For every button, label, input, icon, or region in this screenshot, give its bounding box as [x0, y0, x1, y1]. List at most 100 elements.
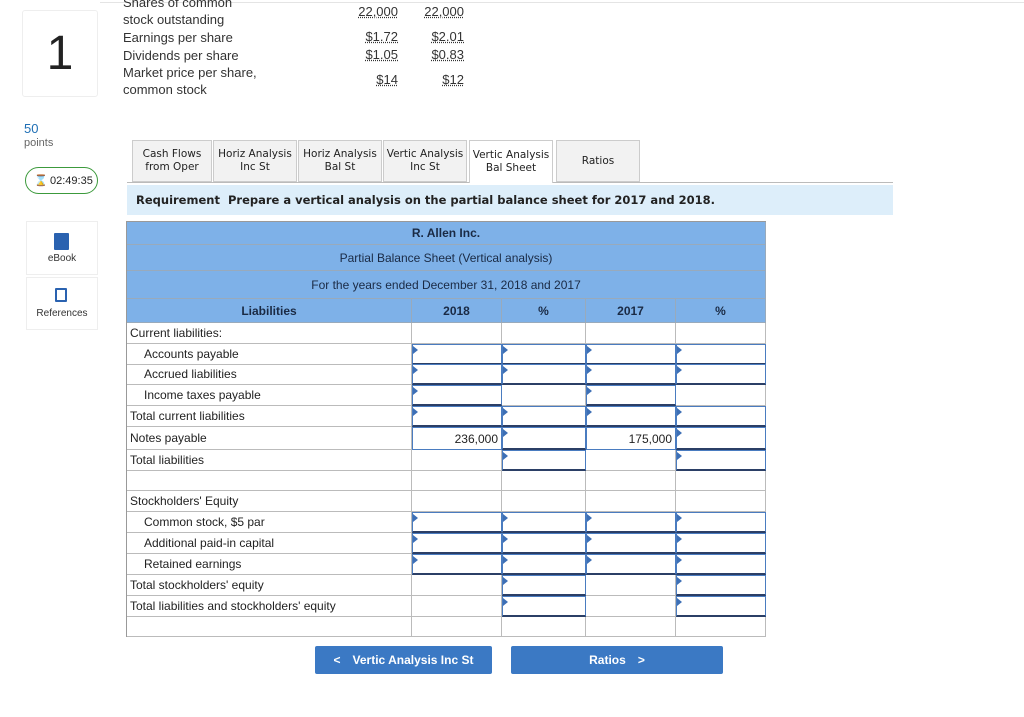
row-label: Accrued liabilities: [127, 364, 412, 385]
column-header: 2018: [412, 299, 502, 323]
balance-sheet-table: R. Allen Inc. Partial Balance Sheet (Vert…: [126, 221, 766, 637]
row-label: Total current liabilities: [127, 406, 412, 427]
input-cell[interactable]: [676, 596, 766, 617]
blank-cell: [502, 471, 586, 491]
top-rule: [100, 2, 1024, 3]
input-cell[interactable]: [676, 512, 766, 533]
input-cell[interactable]: [676, 450, 766, 471]
row-label: Income taxes payable: [127, 385, 412, 406]
ebook-box[interactable]: eBook: [26, 221, 98, 275]
cell: [586, 323, 676, 344]
input-marker: [503, 408, 508, 416]
input-cell[interactable]: [676, 344, 766, 365]
input-marker: [413, 535, 418, 543]
cell: [502, 385, 586, 406]
prev-button[interactable]: < Vertic Analysis Inc St: [315, 646, 492, 674]
given-value: 22,000: [424, 4, 464, 19]
input-cell[interactable]: [676, 554, 766, 575]
input-marker: [677, 577, 682, 585]
input-cell[interactable]: [412, 385, 502, 406]
tab[interactable]: Cash Flows from Oper: [132, 140, 212, 182]
input-cell[interactable]: [412, 406, 502, 427]
given-value: $1.05: [365, 47, 398, 62]
cell: [676, 491, 766, 512]
input-cell[interactable]: [502, 575, 586, 596]
input-cell[interactable]: [502, 427, 586, 450]
timer-icon: ⌛: [34, 175, 48, 187]
input-marker: [677, 598, 682, 606]
input-cell[interactable]: [586, 364, 676, 385]
ebook-icon: [54, 233, 69, 250]
prev-arrow: <: [333, 653, 341, 667]
input-marker: [587, 346, 592, 354]
input-cell[interactable]: [586, 344, 676, 365]
input-cell[interactable]: [502, 364, 586, 385]
tab[interactable]: Ratios: [556, 140, 640, 182]
given-value: $12: [442, 72, 464, 87]
input-cell[interactable]: [502, 344, 586, 365]
input-cell[interactable]: [502, 533, 586, 554]
input-cell[interactable]: [412, 533, 502, 554]
input-marker: [413, 408, 418, 416]
blank-cell: [586, 471, 676, 491]
input-cell[interactable]: [676, 364, 766, 385]
input-marker: [503, 598, 508, 606]
input-marker: [587, 408, 592, 416]
input-marker: [677, 452, 682, 460]
input-cell[interactable]: [502, 596, 586, 617]
input-cell[interactable]: [502, 406, 586, 427]
input-cell[interactable]: [586, 385, 676, 406]
timer[interactable]: 02:49:35: [25, 167, 98, 194]
cell: [412, 491, 502, 512]
input-marker: [677, 514, 682, 522]
ebook-label: eBook: [47, 253, 77, 264]
input-cell[interactable]: [586, 533, 676, 554]
tab[interactable]: Vertic Analysis Bal Sheet: [469, 140, 553, 183]
input-cell[interactable]: [412, 512, 502, 533]
input-marker: [677, 366, 682, 374]
input-cell[interactable]: [676, 533, 766, 554]
tab[interactable]: Vertic Analysis Inc St: [383, 140, 467, 182]
cell: [586, 450, 676, 471]
input-cell[interactable]: [586, 512, 676, 533]
input-cell[interactable]: [502, 554, 586, 575]
input-marker: [413, 366, 418, 374]
input-cell[interactable]: [586, 554, 676, 575]
column-header: Liabilities: [127, 299, 412, 323]
blank-cell: [676, 471, 766, 491]
input-cell[interactable]: [676, 406, 766, 427]
column-header: %: [502, 299, 586, 323]
cell: [502, 491, 586, 512]
input-marker: [587, 514, 592, 522]
given-label: Earnings per share: [123, 30, 233, 45]
input-marker: [587, 556, 592, 564]
input-marker: [677, 429, 682, 437]
input-marker: [413, 556, 418, 564]
input-cell[interactable]: [502, 450, 586, 471]
input-cell[interactable]: [502, 512, 586, 533]
row-label: Retained earnings: [127, 554, 412, 575]
table-subtitle: Partial Balance Sheet (Vertical analysis…: [127, 245, 766, 271]
cell: [502, 323, 586, 344]
given-value: 22,000: [358, 4, 398, 19]
given-label: Dividends per share: [123, 48, 239, 63]
row-label: Stockholders' Equity: [127, 491, 412, 512]
next-button[interactable]: Ratios >: [511, 646, 723, 674]
tab[interactable]: Horiz Analysis Inc St: [213, 140, 297, 182]
row-label: Total liabilities: [127, 450, 412, 471]
tab[interactable]: Horiz Analysis Bal St: [298, 140, 382, 182]
input-cell[interactable]: [412, 344, 502, 365]
input-marker: [503, 577, 508, 585]
input-cell[interactable]: [586, 406, 676, 427]
input-cell[interactable]: [676, 575, 766, 596]
input-cell[interactable]: [676, 427, 766, 450]
prev-label: Vertic Analysis Inc St: [352, 653, 474, 667]
input-cell[interactable]: [412, 554, 502, 575]
input-marker: [413, 346, 418, 354]
cell: [676, 323, 766, 344]
input-cell[interactable]: [412, 364, 502, 385]
row-label: Current liabilities:: [127, 323, 412, 344]
references-box[interactable]: References: [26, 277, 98, 330]
given-value: $0.83: [431, 47, 464, 62]
